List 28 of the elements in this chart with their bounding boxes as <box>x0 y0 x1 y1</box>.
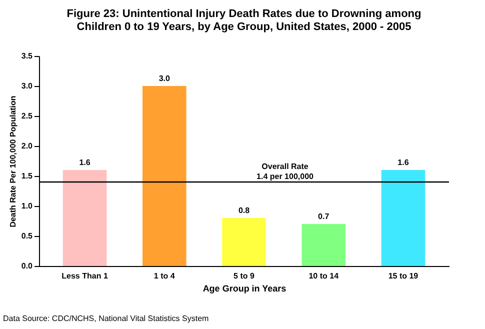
y-tick-label: 2.0 <box>21 142 34 150</box>
y-tick-label: 1.5 <box>21 172 34 180</box>
x-tick-label: Less Than 1 <box>62 272 108 280</box>
source-note: Data Source: CDC/NCHS, National Vital Statistics System <box>3 314 209 323</box>
y-tick-label: 2.5 <box>21 112 34 120</box>
y-tick-label: 0.5 <box>21 232 34 240</box>
x-tick-label: 1 to 4 <box>154 272 176 280</box>
bar <box>62 170 107 266</box>
x-tick-label: 5 to 9 <box>234 272 255 280</box>
data-label: 0.8 <box>238 206 250 215</box>
bar <box>381 170 426 266</box>
bar <box>142 86 186 266</box>
data-label: 1.6 <box>79 158 91 167</box>
data-label: 0.7 <box>318 212 330 221</box>
x-tick-label: 15 to 19 <box>388 272 419 280</box>
y-tick-label: 3.5 <box>21 52 34 60</box>
y-tick-label: 3.0 <box>21 82 34 90</box>
data-label: 1.6 <box>398 158 410 167</box>
y-tick-label: 0.0 <box>21 262 34 270</box>
data-label: 3.0 <box>158 74 170 83</box>
ref-line-label: Overall Rate 1.4 per 100,000 <box>256 162 314 181</box>
bar <box>302 224 346 266</box>
y-axis-title: Death Rate Per 100,000 Population <box>8 96 18 228</box>
y-tick-label: 1.0 <box>21 202 34 210</box>
x-tick-label: 10 to 14 <box>308 272 340 280</box>
chart-title: Figure 23: Unintentional Injury Death Rates due to Drowning among Children 0 to 19 Years, by Age Group, United States, 2000 - 2005 <box>66 8 422 33</box>
x-axis-title: Age Group in Years <box>202 284 286 294</box>
bar <box>222 218 266 266</box>
